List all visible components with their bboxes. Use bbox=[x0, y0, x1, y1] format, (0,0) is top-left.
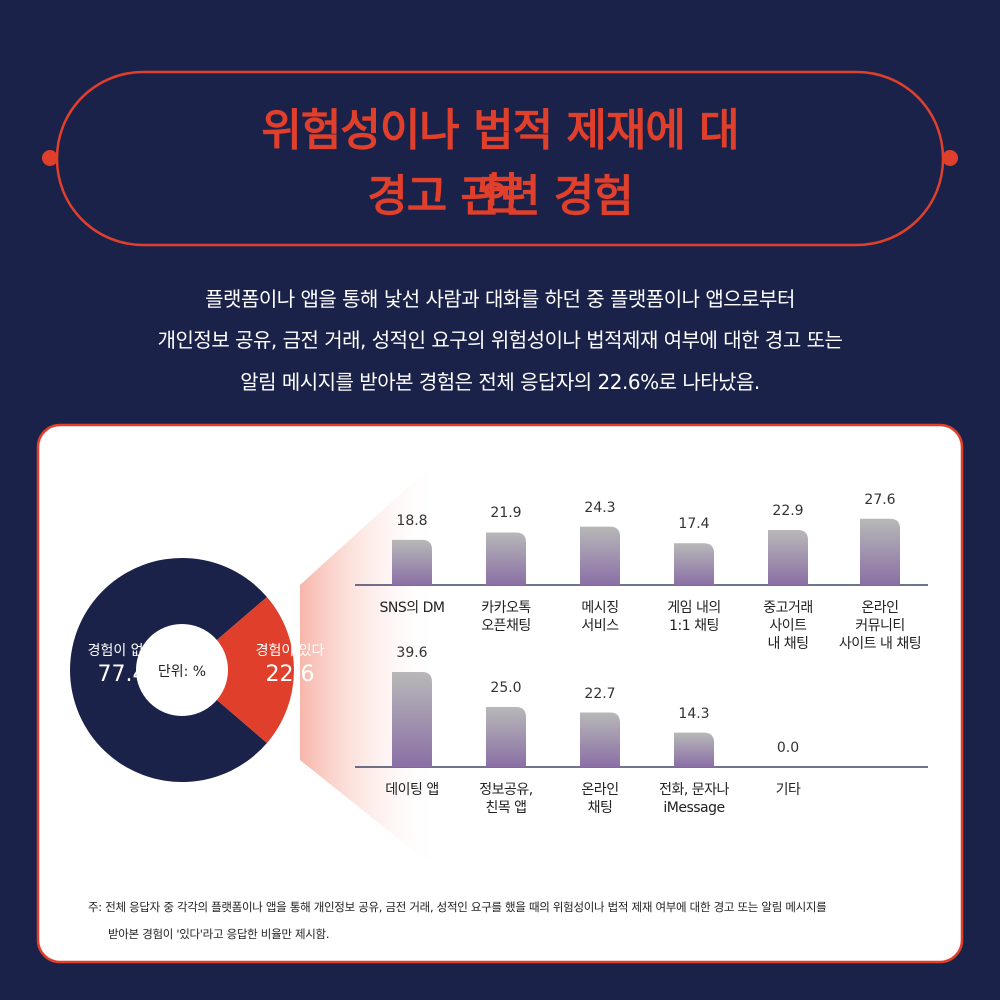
category-label: 게임 내의 1:1 채팅 bbox=[667, 600, 721, 634]
note: 주: 전체 응답자 중 각각의 플랫폼이나 앱을 통해 개인정보 공유, 금전 … bbox=[88, 900, 827, 914]
bar bbox=[486, 532, 526, 585]
value-label: 22.7 bbox=[584, 685, 616, 702]
category-label: 데이팅 앱 bbox=[385, 782, 439, 798]
title: 경고 관련 경험 bbox=[367, 171, 634, 222]
category-label: 기타 bbox=[775, 782, 801, 798]
category-label: 온라인 커뮤니티 사이트 내 채팅 bbox=[838, 600, 922, 652]
category-label: 전화, 문자나 iMessage bbox=[659, 782, 729, 816]
value-label: 22.9 bbox=[772, 503, 804, 520]
donut-hole bbox=[136, 624, 228, 716]
category-label: 중고거래 사이트 내 채팅 bbox=[763, 600, 813, 652]
value-label: 39.6 bbox=[396, 644, 428, 661]
unit-label: 단위: % bbox=[157, 664, 207, 680]
slice-label: 경험이 있다 bbox=[255, 643, 325, 659]
donut-slice bbox=[182, 596, 295, 744]
bar bbox=[674, 732, 714, 767]
bar bbox=[768, 530, 808, 585]
description: 개인정보 공유, 금전 거래, 성적인 요구의 위험성이나 법적제재 여부에 대… bbox=[157, 328, 843, 352]
description: 플랫폼이나 앱을 통해 낯선 사람과 대화를 하던 중 플랫폼이나 앱으로부터 bbox=[205, 287, 795, 311]
bar bbox=[392, 671, 432, 767]
value-label: 25.0 bbox=[490, 680, 522, 696]
value-label: 24.3 bbox=[584, 499, 616, 516]
category-label: SNS의 DM bbox=[379, 600, 445, 616]
value-label: 21.9 bbox=[490, 505, 522, 522]
slice-value: 77.4 bbox=[97, 662, 147, 687]
value-label: 18.8 bbox=[396, 512, 428, 529]
value-label: 14.3 bbox=[678, 705, 710, 722]
slice-label: 경험이 없다 bbox=[87, 643, 157, 659]
card bbox=[36, 423, 964, 964]
bar bbox=[860, 518, 900, 585]
value-label: 27.6 bbox=[864, 491, 896, 508]
bar bbox=[486, 707, 526, 767]
title: 위험성이나 법적 제재에 대한 bbox=[261, 105, 739, 220]
category-label: 온라인 채팅 bbox=[581, 782, 619, 816]
category-label: 정보공유, 친목 앱 bbox=[479, 782, 533, 816]
slice-value: 22.6 bbox=[265, 662, 315, 687]
note: 받아본 경험이 '있다'라고 응답한 비율만 제시함. bbox=[108, 927, 330, 941]
bar bbox=[392, 539, 432, 585]
category-label: 카카오톡 오픈채팅 bbox=[481, 600, 531, 634]
category-label: 메시징 서비스 bbox=[581, 600, 619, 634]
title-dot bbox=[942, 150, 958, 166]
bar bbox=[580, 526, 620, 585]
title-dot bbox=[42, 150, 58, 166]
bar bbox=[580, 712, 620, 767]
value-label: 17.4 bbox=[678, 516, 710, 533]
value-label: 0.0 bbox=[776, 740, 800, 756]
description: 알림 메시지를 받아본 경험은 전체 응답자의 22.6%로 나타났음. bbox=[240, 370, 760, 394]
bar bbox=[674, 543, 714, 585]
